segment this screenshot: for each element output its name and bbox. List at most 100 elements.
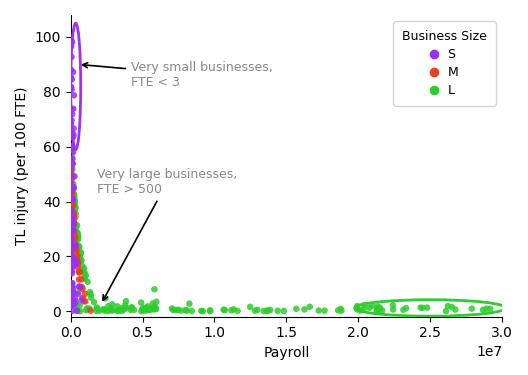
S [67,239,75,245]
L [262,308,271,314]
S [71,300,79,306]
S [68,216,77,222]
S [67,292,76,298]
L [74,243,82,249]
L [174,307,182,313]
L [74,233,82,239]
L [444,303,452,309]
L [152,305,160,311]
L [306,304,314,310]
L [199,308,207,314]
L [76,255,84,261]
L [73,308,81,314]
S [68,268,76,274]
L [142,308,150,314]
L [274,308,282,314]
L [70,192,78,198]
L [181,307,190,313]
L [81,272,90,278]
S [69,106,78,112]
L [67,150,76,156]
L [80,266,88,272]
S [67,187,76,193]
L [482,306,491,312]
M [67,159,75,165]
S [68,302,76,307]
L [74,237,82,243]
S [67,75,76,81]
S [67,248,75,254]
L [70,196,78,202]
L [77,249,85,255]
L [144,306,152,312]
S [69,290,77,296]
L [77,259,85,265]
S [67,117,76,123]
L [142,305,150,311]
L [251,308,259,314]
L [147,307,156,313]
M [70,211,78,217]
L [118,308,126,314]
L [87,291,95,297]
L [399,307,408,313]
S [70,92,78,98]
L [83,279,92,285]
S [70,258,78,264]
L [114,303,122,309]
S [67,106,76,112]
M [70,228,79,234]
L [85,306,93,312]
L [227,307,235,313]
L [402,305,410,311]
L [69,184,78,190]
S [69,227,78,233]
X-axis label: Payroll: Payroll [263,346,309,360]
S [68,195,77,201]
L [300,306,309,312]
L [104,303,112,309]
L [113,308,121,314]
M [78,284,86,290]
L [359,306,367,312]
S [67,282,75,288]
L [127,305,136,311]
M [72,255,80,261]
L [376,305,384,311]
L [77,251,85,257]
L [360,302,369,308]
L [253,307,261,313]
S [78,297,86,303]
S [67,85,75,91]
S [67,269,76,275]
L [100,306,108,312]
Legend: S, M, L: S, M, L [393,21,496,106]
L [92,308,100,314]
L [336,306,345,312]
M [73,259,82,265]
L [67,151,76,157]
L [71,206,79,212]
S [68,39,76,45]
L [183,308,191,314]
S [67,120,76,126]
S [67,242,75,248]
L [137,308,146,314]
S [67,159,75,165]
S [68,244,77,250]
L [78,263,87,269]
S [68,290,77,296]
M [69,202,77,208]
M [72,247,80,253]
S [69,69,77,75]
L [80,270,89,276]
L [389,302,397,308]
M [76,269,84,275]
S [67,301,76,307]
S [68,308,77,314]
S [76,284,84,290]
L [130,307,138,313]
L [90,299,98,305]
S [67,84,76,90]
S [67,181,76,187]
